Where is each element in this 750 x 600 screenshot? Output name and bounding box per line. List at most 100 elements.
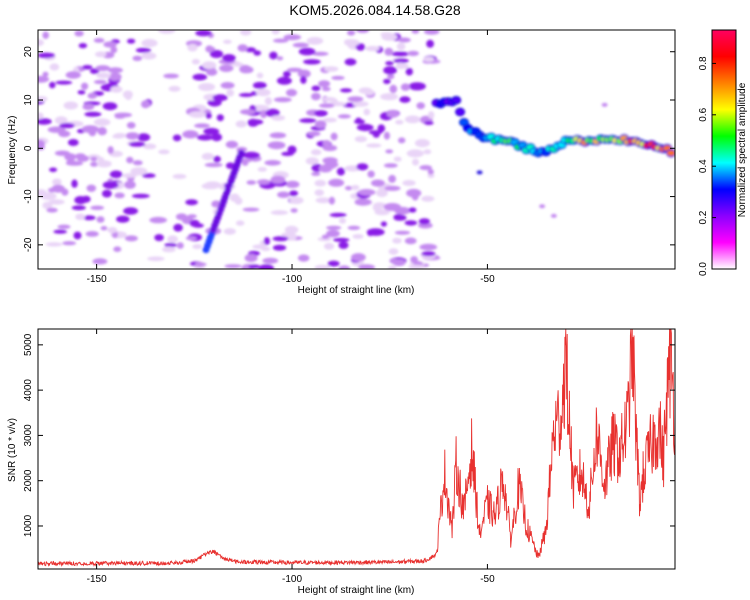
spectrogram-noise-cell bbox=[96, 160, 112, 168]
spectrogram-noise-cell bbox=[223, 39, 232, 44]
spectrogram-noise-cell bbox=[322, 117, 337, 123]
spectrogram-noise-cell bbox=[247, 119, 264, 125]
spectrogram-y-tick-label: 0 bbox=[23, 145, 34, 151]
spectrogram-noise-cell bbox=[108, 72, 122, 81]
spectrogram-noise-cell bbox=[388, 174, 396, 183]
spectrogram-noise-cell bbox=[311, 171, 321, 176]
spectrogram-noise-cell bbox=[272, 244, 287, 251]
spectrogram-noise-cell bbox=[114, 112, 132, 118]
spectrogram-noise-cell bbox=[263, 237, 270, 246]
spectrogram-noise-cell bbox=[411, 30, 420, 34]
spectrogram-noise-cell bbox=[141, 39, 158, 48]
spectrogram-noise-cell bbox=[428, 111, 435, 119]
spectrogram-noise-cell bbox=[421, 251, 436, 257]
spectrogram-noise-cell bbox=[426, 39, 434, 48]
spectrogram-noise-cell bbox=[393, 58, 409, 64]
spectrogram-noise-cell bbox=[95, 51, 107, 58]
spectrogram-x-axis-label: Height of straight line (km) bbox=[298, 285, 415, 296]
spectrogram-noise-cell bbox=[363, 108, 371, 116]
spectrogram-noise-cell bbox=[137, 133, 151, 142]
spectrogram-noise-cell bbox=[194, 123, 210, 128]
spectrogram-noise-cell bbox=[356, 123, 374, 132]
spectrogram-panel: -150 -100 -50 20 10 0 -10 -20 Height of straig… bbox=[7, 29, 676, 296]
spectrogram-noise-cell bbox=[367, 229, 374, 237]
spectrogram-noise-cell bbox=[307, 131, 321, 137]
spectrogram-noise-cell bbox=[385, 61, 394, 66]
spectrogram-noise-cell bbox=[110, 46, 118, 54]
spectrogram-noise-cell bbox=[383, 163, 398, 168]
spectrogram-noise-cell bbox=[299, 118, 317, 123]
spectrogram-noise-cell bbox=[305, 157, 319, 165]
spectrogram-noise-cell bbox=[167, 235, 179, 243]
spectrogram-noise-cell bbox=[122, 173, 137, 178]
spectrogram-noise-cell bbox=[141, 100, 151, 109]
spectrogram-noise-cell bbox=[206, 68, 218, 76]
spectrogram-noise-cell bbox=[113, 133, 127, 138]
spectrogram-noise-cell bbox=[392, 259, 406, 267]
spectrogram-noise-cell bbox=[123, 207, 139, 215]
spectrogram-noise-cell bbox=[240, 109, 256, 115]
spectrogram-noise-cell bbox=[407, 50, 420, 57]
spectrogram-noise-cell bbox=[383, 203, 401, 211]
snr-y-tick-label: 3000 bbox=[23, 424, 34, 447]
spectrogram-noise-cell bbox=[396, 42, 406, 51]
spectrogram-noise-cell bbox=[383, 131, 390, 140]
spectrogram-noise-cell bbox=[96, 216, 105, 223]
spectrogram-noise-cell bbox=[242, 207, 260, 212]
spectrogram-noise-cell bbox=[231, 62, 244, 67]
spectrogram-noise-cell bbox=[154, 234, 164, 242]
spectrogram-noise-cell bbox=[158, 149, 170, 155]
spectrogram-noise-cell bbox=[38, 39, 44, 46]
spectrogram-noise-cell bbox=[163, 73, 179, 79]
spectrogram-track-cell bbox=[460, 119, 468, 125]
snr-x-tick-label: -50 bbox=[480, 574, 495, 585]
spectrogram-noise-cell bbox=[95, 65, 111, 72]
colorbar-tick-label: 0.8 bbox=[698, 56, 709, 70]
spectrogram-noise-cell bbox=[277, 191, 290, 198]
spectrogram-noise-cell bbox=[92, 258, 108, 265]
spectrogram-noise-cell bbox=[298, 47, 316, 56]
spectrogram-noise-cell bbox=[84, 111, 102, 117]
spectrogram-noise-cell bbox=[344, 186, 353, 191]
spectrogram-noise-cell bbox=[395, 119, 404, 125]
spectrogram-noise-cell bbox=[252, 81, 267, 89]
snr-x-axis-label: Height of straight line (km) bbox=[298, 585, 415, 596]
spectrogram-noise-cell bbox=[240, 30, 252, 36]
spectrogram-noise-cell bbox=[64, 153, 77, 161]
snr-y-tick-label: 2000 bbox=[23, 469, 34, 492]
snr-frame bbox=[37, 328, 676, 570]
spectrogram-noise-cell bbox=[96, 72, 111, 79]
spectrogram-noise-cell bbox=[141, 52, 157, 60]
spectrogram-noise-cell bbox=[76, 155, 89, 162]
spectrogram-noise-cell bbox=[67, 139, 79, 146]
spectrogram-frame bbox=[37, 29, 676, 270]
spectrogram-noise-cell bbox=[326, 163, 337, 169]
spectrogram-noise-cell bbox=[237, 44, 248, 52]
spectrogram-noise-cell bbox=[198, 83, 216, 91]
spectrogram-noise-cell bbox=[332, 237, 350, 242]
spectrogram-noise-cell bbox=[330, 132, 338, 141]
spectrogram-noise-cell bbox=[287, 145, 297, 154]
spectrogram-noise-cell bbox=[285, 89, 298, 97]
spectrogram-noise-cell bbox=[158, 30, 176, 34]
spectrogram-noise-cell bbox=[225, 140, 239, 149]
spectrogram-noise-cell bbox=[252, 244, 267, 250]
spectrogram-noise-cell bbox=[380, 93, 398, 101]
spectrogram-noise-cell bbox=[344, 39, 360, 47]
spectrogram-noise-cell bbox=[264, 97, 272, 106]
spectrogram-noise-cell bbox=[324, 66, 339, 72]
spectrogram-noise-cell bbox=[93, 79, 107, 85]
spectrogram-noise-cell bbox=[412, 158, 419, 166]
spectrogram-noise-cell bbox=[289, 196, 304, 205]
spectrogram-noise-cell bbox=[283, 71, 291, 78]
spectrogram-noise-cell bbox=[314, 120, 327, 129]
spectrogram-noise-cell bbox=[85, 231, 99, 237]
spectrogram-noise-cell bbox=[421, 195, 435, 202]
spectrogram-y-tick-label: 10 bbox=[23, 94, 34, 106]
spectrogram-noise-cell bbox=[114, 192, 125, 199]
spectrogram-noise-cell bbox=[408, 207, 417, 213]
spectrogram-noise-cell bbox=[107, 67, 123, 74]
spectrogram-noise-cell bbox=[364, 89, 375, 96]
spectrogram-noise-cell bbox=[326, 229, 340, 238]
spectrogram-noise-cell bbox=[328, 178, 345, 187]
